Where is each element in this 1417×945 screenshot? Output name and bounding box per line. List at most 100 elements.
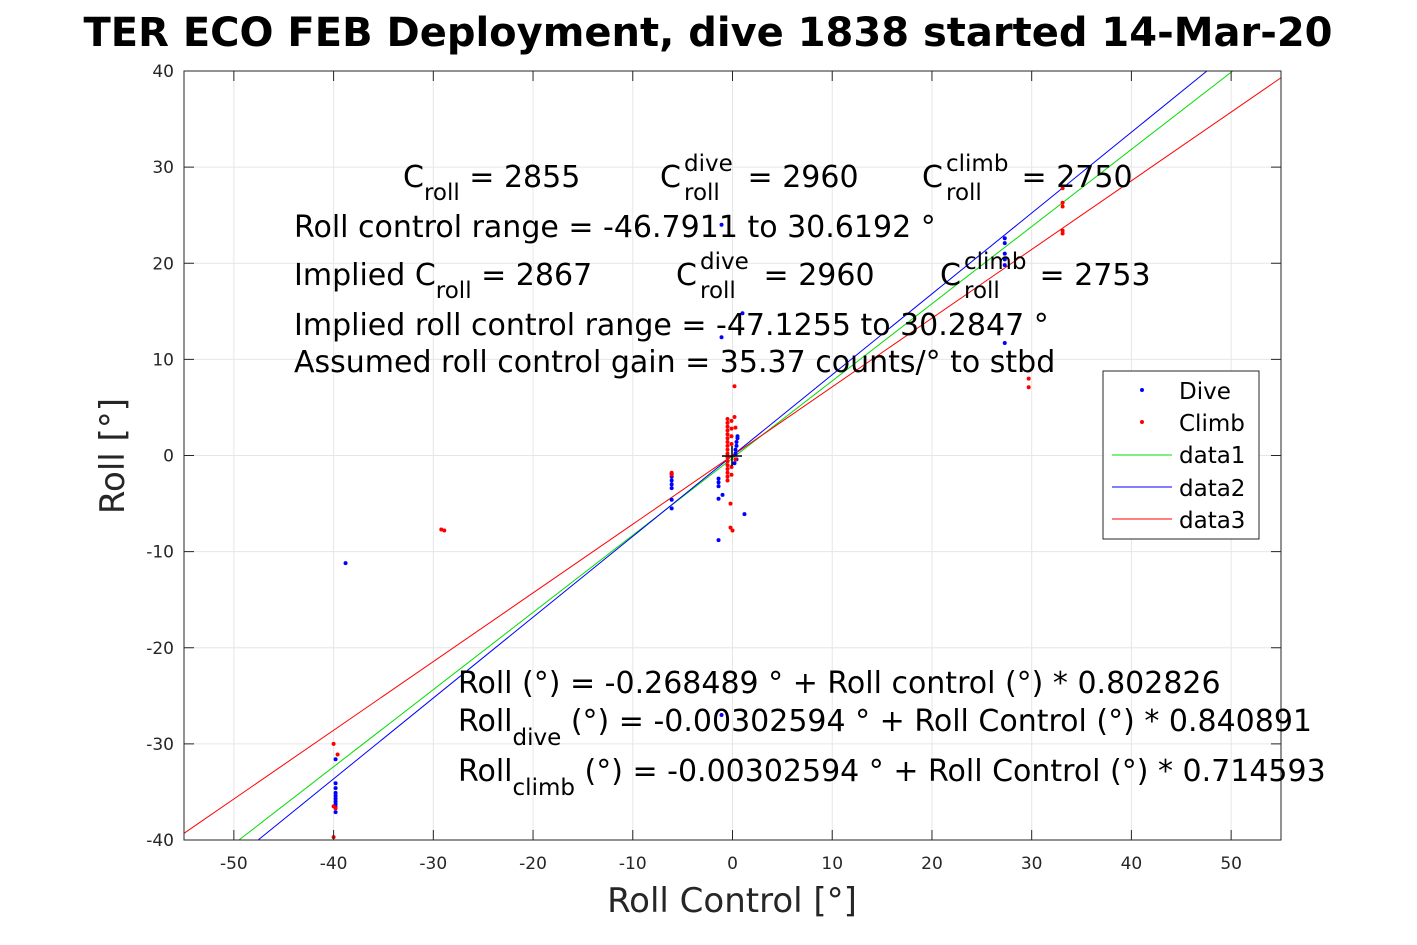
dive-point — [733, 447, 738, 452]
legend-item-climb: Climb — [1140, 411, 1245, 437]
dive-point — [733, 451, 738, 456]
climb-point — [729, 434, 734, 439]
legend-label-data1: data1 — [1179, 443, 1245, 469]
dive-point — [740, 311, 745, 316]
annotation-fit-climb: Rollclimb (°) = -0.00302594 ° + Roll Con… — [458, 754, 1326, 801]
y-tick-label: -20 — [146, 639, 174, 659]
x-tick-label: 10 — [821, 854, 843, 874]
climb-point — [725, 436, 730, 441]
dive-point — [1002, 251, 1007, 256]
climb-point — [725, 474, 730, 479]
dive-point — [1002, 341, 1007, 346]
x-tick-label: 50 — [1220, 854, 1242, 874]
climb-point — [725, 424, 730, 429]
dive-point — [333, 799, 338, 804]
dive-point — [735, 434, 740, 439]
y-tick-label: -30 — [146, 735, 174, 755]
climb-point — [331, 741, 336, 746]
y-tick-label: -10 — [146, 543, 174, 563]
legend-label-data2: data2 — [1179, 476, 1245, 502]
legend-item-data2: data2 — [1112, 476, 1245, 502]
dive-point — [716, 484, 721, 489]
climb-point — [725, 451, 730, 456]
data-points — [331, 186, 1065, 840]
dive-point — [716, 476, 721, 481]
dive-point — [669, 478, 674, 483]
climb-point — [725, 447, 730, 452]
dive-point — [1002, 236, 1007, 241]
legend-label-dive: Dive — [1179, 379, 1231, 405]
x-tick-label: -20 — [519, 854, 547, 874]
legend-item-data1: data1 — [1112, 443, 1245, 469]
climb-point — [725, 443, 730, 448]
dive-point — [333, 790, 338, 795]
climb-point — [725, 416, 730, 421]
legend-marker-dive — [1140, 388, 1144, 392]
climb-point — [733, 457, 738, 462]
dive-point — [669, 497, 674, 502]
climb-point — [725, 478, 730, 483]
annotation-roll-range: Roll control range = -46.7911 to 30.6192… — [294, 210, 936, 245]
dive-point — [716, 480, 721, 485]
climb-point — [725, 440, 730, 445]
legend-item-data3: data3 — [1112, 508, 1245, 534]
dive-point — [333, 757, 338, 762]
y-tick-label: 40 — [152, 62, 174, 82]
annotation-implied-c-roll: Implied Croll = 2867 — [294, 258, 592, 304]
climb-point — [725, 463, 730, 468]
climb-point — [1060, 204, 1065, 209]
climb-point — [725, 420, 730, 425]
dive-point — [333, 793, 338, 798]
annotation-gain: Assumed roll control gain = 35.37 counts… — [294, 345, 1055, 380]
y-tick-label: 20 — [152, 254, 174, 274]
y-tick-label: 0 — [163, 447, 174, 467]
climb-point — [729, 418, 734, 423]
climb-point — [729, 472, 734, 477]
dive-point — [333, 786, 338, 791]
climb-point — [669, 472, 674, 477]
dive-point — [333, 810, 338, 815]
climb-point — [733, 425, 738, 430]
dive-point — [1002, 241, 1007, 246]
climb-point — [1060, 231, 1065, 236]
climb-point — [333, 806, 338, 811]
x-tick-label: -40 — [320, 854, 348, 874]
dive-point — [333, 781, 338, 786]
climb-point — [1026, 385, 1031, 390]
climb-point — [728, 501, 733, 506]
x-tick-label: 40 — [1121, 854, 1143, 874]
dive-point — [716, 538, 721, 543]
climb-point — [729, 465, 734, 470]
climb-point — [725, 432, 730, 437]
x-axis-label: Roll Control [°] — [607, 881, 857, 921]
annotation-fit-all: Roll (°) = -0.268489 ° + Roll control (°… — [458, 666, 1221, 701]
climb-point — [725, 470, 730, 475]
dive-point — [343, 561, 348, 566]
dive-point — [719, 222, 724, 227]
y-tick-label: 30 — [152, 158, 174, 178]
climb-point — [725, 466, 730, 471]
x-tick-label: 30 — [1021, 854, 1043, 874]
climb-point — [442, 528, 447, 533]
climb-point — [1060, 228, 1065, 233]
dive-point — [719, 713, 724, 718]
legend-item-dive: Dive — [1140, 379, 1231, 405]
climb-point — [725, 459, 730, 464]
climb-point — [335, 752, 340, 757]
chart-title: TER ECO FEB Deployment, dive 1838 starte… — [83, 10, 1332, 56]
dive-point — [1002, 257, 1007, 262]
x-tick-label: -30 — [419, 854, 447, 874]
climb-point — [729, 426, 734, 431]
legend-label-climb: Climb — [1179, 411, 1245, 437]
x-tick-label: -50 — [220, 854, 248, 874]
y-tick-label: 10 — [152, 350, 174, 370]
y-tick-label: -40 — [146, 831, 174, 851]
y-axis-label: Roll [°] — [93, 398, 133, 514]
dive-point — [734, 440, 739, 445]
